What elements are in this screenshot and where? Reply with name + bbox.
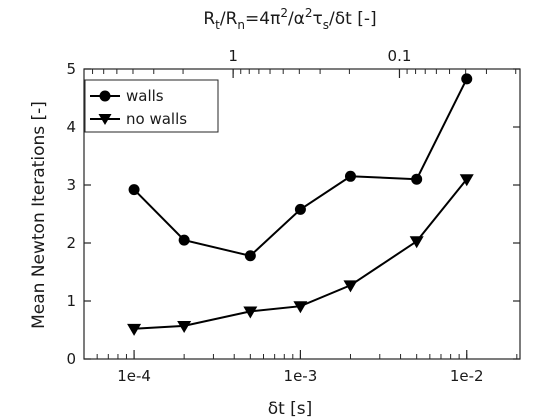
series-walls-point bbox=[294, 203, 306, 215]
series-walls-point bbox=[128, 184, 140, 196]
series-no-walls-point bbox=[409, 236, 424, 249]
series-walls-point bbox=[411, 173, 423, 185]
x-tick-label: 1e-3 bbox=[284, 367, 318, 385]
legend-no-walls-label: no walls bbox=[126, 110, 187, 128]
series-walls-point bbox=[178, 234, 190, 246]
series-walls-point bbox=[344, 170, 356, 182]
axes-frame bbox=[83, 68, 521, 360]
y-axis-label: Mean Newton Iterations [-] bbox=[29, 101, 49, 329]
y-tick-label: 1 bbox=[66, 292, 76, 310]
legend-no-walls-marker bbox=[98, 114, 112, 125]
top-tick-label: 1 bbox=[228, 47, 238, 65]
series-no-walls-point bbox=[459, 174, 474, 187]
legend: walls no walls bbox=[84, 79, 219, 133]
series-no-walls-point bbox=[293, 301, 308, 314]
tick-labels: 1e-4 1e-3 1e-2 1 0.1 0 1 2 3 4 5 bbox=[66, 47, 483, 385]
legend-walls-label: walls bbox=[126, 87, 164, 105]
series-walls-point bbox=[244, 250, 256, 262]
x-axis-label: δt [s] bbox=[268, 399, 313, 419]
series-no-walls-point bbox=[127, 323, 142, 336]
y-tick-label: 4 bbox=[66, 118, 76, 136]
y-tick-label: 3 bbox=[66, 176, 76, 194]
x-tick-label: 1e-4 bbox=[117, 367, 151, 385]
series-walls-point bbox=[461, 73, 473, 85]
x-tick-label: 1e-2 bbox=[450, 367, 484, 385]
series-no-walls-point bbox=[177, 320, 192, 333]
series-layer bbox=[127, 73, 474, 336]
top-axis-label: Rt/Rn=4π2/α2τs/δt [-] bbox=[203, 6, 376, 32]
series-no-walls-point bbox=[243, 306, 258, 319]
plot-area-border bbox=[83, 68, 521, 360]
y-tick-label: 5 bbox=[66, 60, 76, 78]
y-tick-label: 2 bbox=[66, 234, 76, 252]
legend-walls-marker bbox=[99, 90, 111, 102]
legend-box bbox=[84, 79, 219, 133]
series-no-walls-point bbox=[343, 280, 358, 293]
y-tick-label: 0 bbox=[66, 350, 76, 368]
top-tick-label: 0.1 bbox=[388, 47, 412, 65]
